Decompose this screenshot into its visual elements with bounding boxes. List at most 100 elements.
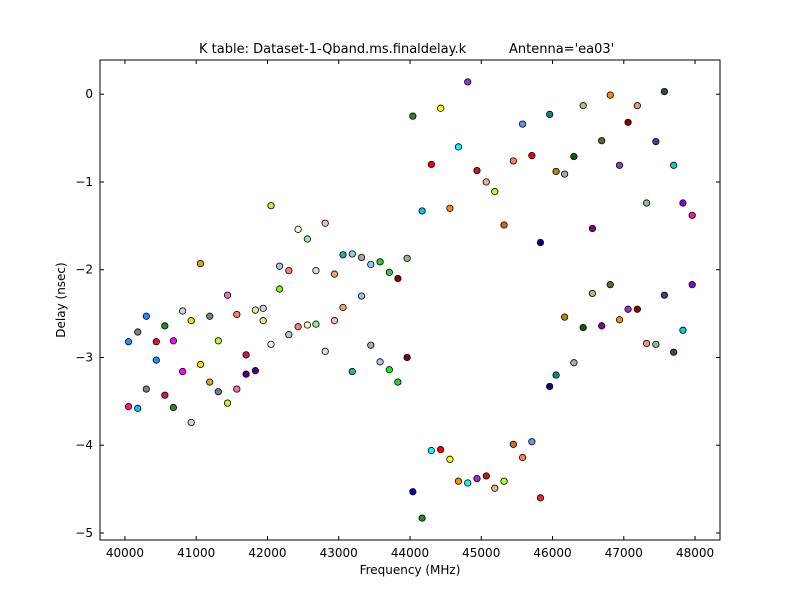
data-point — [561, 170, 569, 178]
data-point — [464, 479, 472, 487]
data-point — [152, 356, 160, 364]
data-point — [196, 360, 205, 369]
data-point — [394, 274, 402, 283]
data-point — [321, 219, 329, 227]
data-point — [339, 251, 347, 259]
data-point — [446, 204, 454, 212]
data-point — [348, 250, 356, 258]
data-point — [169, 337, 178, 345]
data-point — [427, 446, 435, 455]
data-point — [679, 199, 687, 207]
x-tick-label: 41000 — [177, 546, 215, 560]
data-point — [588, 224, 597, 233]
data-point — [615, 316, 624, 324]
data-point — [660, 291, 669, 299]
data-point — [275, 285, 284, 293]
x-tick-label: 47000 — [605, 546, 643, 560]
data-point — [633, 102, 641, 110]
data-point — [652, 340, 660, 348]
chart-title: K table: Dataset-1-Qband.ms.finaldelay.k — [199, 42, 467, 57]
data-point — [134, 404, 142, 412]
data-point — [187, 418, 195, 427]
data-point — [251, 306, 259, 314]
data-point — [500, 477, 508, 485]
data-point — [275, 262, 284, 270]
data-point — [437, 104, 445, 112]
data-point — [169, 403, 178, 412]
data-point — [615, 161, 624, 169]
data-point — [179, 307, 187, 315]
data-point — [409, 112, 417, 120]
data-point — [376, 358, 384, 366]
data-point — [330, 270, 339, 278]
x-tick-label: 45000 — [462, 546, 500, 560]
data-point — [509, 157, 517, 165]
data-point — [223, 399, 232, 407]
data-point — [152, 338, 160, 346]
data-point — [454, 143, 463, 151]
data-point — [624, 305, 632, 313]
data-point — [285, 267, 293, 275]
data-point — [561, 313, 569, 321]
data-point — [187, 317, 195, 325]
data-point — [367, 341, 375, 349]
data-point — [482, 472, 490, 480]
data-point — [670, 348, 678, 356]
data-point — [357, 292, 366, 300]
data-point — [161, 391, 169, 399]
data-point — [528, 438, 536, 446]
data-point — [688, 281, 696, 289]
data-point — [294, 323, 302, 331]
data-point — [134, 328, 142, 336]
data-point — [518, 120, 527, 128]
data-point — [579, 324, 587, 332]
data-point — [570, 359, 578, 367]
data-point — [223, 291, 232, 299]
data-point — [518, 453, 527, 462]
y-tick-label: −5 — [75, 526, 93, 540]
data-point — [242, 351, 250, 359]
data-point — [367, 260, 375, 269]
data-point — [427, 160, 435, 169]
data-point — [418, 207, 426, 215]
x-tick-label: 42000 — [248, 546, 286, 560]
data-point — [446, 455, 454, 463]
data-point — [376, 258, 384, 266]
data-point — [552, 371, 560, 379]
data-point — [259, 304, 267, 312]
x-tick-label: 48000 — [676, 546, 714, 560]
data-point — [303, 321, 311, 329]
data-point — [606, 281, 614, 289]
data-point — [491, 484, 499, 492]
y-axis-label: Delay (nsec) — [54, 262, 68, 337]
data-point — [142, 385, 150, 393]
y-tick-label: −1 — [75, 175, 93, 189]
data-point — [330, 317, 339, 325]
data-point — [670, 161, 678, 169]
x-tick-label: 43000 — [320, 546, 358, 560]
data-point — [242, 370, 250, 378]
data-point — [142, 312, 150, 320]
data-point — [294, 225, 302, 233]
y-tick-label: −3 — [75, 350, 93, 364]
y-tick-label: 0 — [85, 87, 93, 101]
data-point — [473, 166, 481, 175]
data-point — [214, 337, 222, 345]
data-point — [418, 514, 426, 522]
data-point — [403, 254, 411, 262]
data-point — [161, 322, 169, 330]
data-point — [570, 152, 578, 161]
data-point — [509, 440, 517, 448]
data-point — [285, 331, 293, 339]
data-point — [214, 388, 222, 396]
data-point — [394, 378, 402, 386]
data-point — [679, 326, 687, 334]
data-point — [206, 312, 214, 320]
data-point — [500, 221, 508, 229]
data-point — [233, 385, 241, 393]
x-axis: 40000 41000 42000 43000 44000 45000 46000 47000… — [106, 60, 714, 560]
x-tick-label: 46000 — [533, 546, 571, 560]
data-point — [321, 347, 329, 355]
data-point — [624, 118, 632, 126]
